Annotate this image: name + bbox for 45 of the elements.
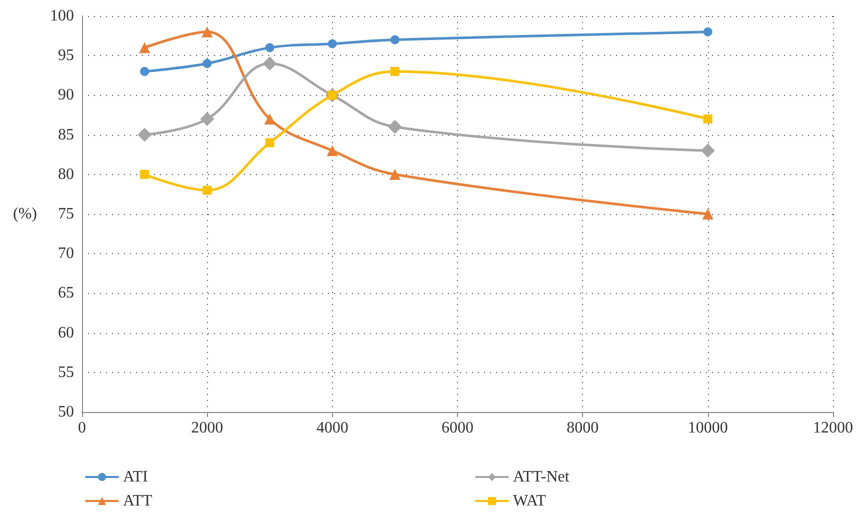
- point: [326, 145, 338, 156]
- y-tick-label: 80: [58, 166, 74, 183]
- x-tick-label: 8000: [566, 420, 599, 436]
- point: [703, 27, 712, 36]
- y-tick-label: 55: [58, 364, 74, 381]
- legend-label: ATT: [123, 492, 153, 510]
- y-axis-title: (%): [13, 206, 37, 222]
- point: [202, 186, 212, 195]
- y-tick-label: 60: [58, 324, 74, 342]
- y-tick-label: 95: [58, 47, 74, 64]
- point: [140, 66, 150, 76]
- legend-label: ATT-Net: [513, 468, 570, 486]
- point: [200, 112, 214, 126]
- point: [328, 39, 337, 48]
- x-tick-label: 10000: [688, 420, 728, 436]
- point: [202, 59, 212, 68]
- y-tick-label: 75: [58, 206, 74, 222]
- y-tick-label: 85: [58, 126, 74, 144]
- y-tick-label: 100: [50, 8, 74, 24]
- x-tick-label: 12000: [813, 420, 853, 436]
- point: [262, 56, 277, 71]
- point: [389, 168, 400, 180]
- point: [390, 35, 400, 44]
- legend-label: WAT: [513, 492, 546, 510]
- point: [700, 144, 715, 158]
- point: [139, 42, 150, 54]
- point: [265, 138, 274, 148]
- point: [202, 26, 213, 38]
- x-tick-label: 6000: [442, 420, 474, 436]
- point: [388, 120, 402, 134]
- x-tick-label: 4000: [316, 420, 348, 436]
- legend-label: ATI: [123, 468, 148, 486]
- point: [702, 208, 714, 220]
- y-tick-label: 90: [58, 86, 74, 104]
- y-tick-label: 50: [58, 404, 74, 420]
- point: [390, 66, 400, 76]
- x-tick-label: 2000: [191, 420, 224, 436]
- x-tick-label: 0: [78, 420, 86, 436]
- point: [703, 114, 712, 124]
- y-tick-label: 70: [58, 245, 74, 262]
- point: [265, 43, 274, 52]
- point: [264, 113, 276, 124]
- y-tick-label: 65: [58, 284, 74, 302]
- point: [138, 128, 152, 142]
- point: [140, 170, 150, 179]
